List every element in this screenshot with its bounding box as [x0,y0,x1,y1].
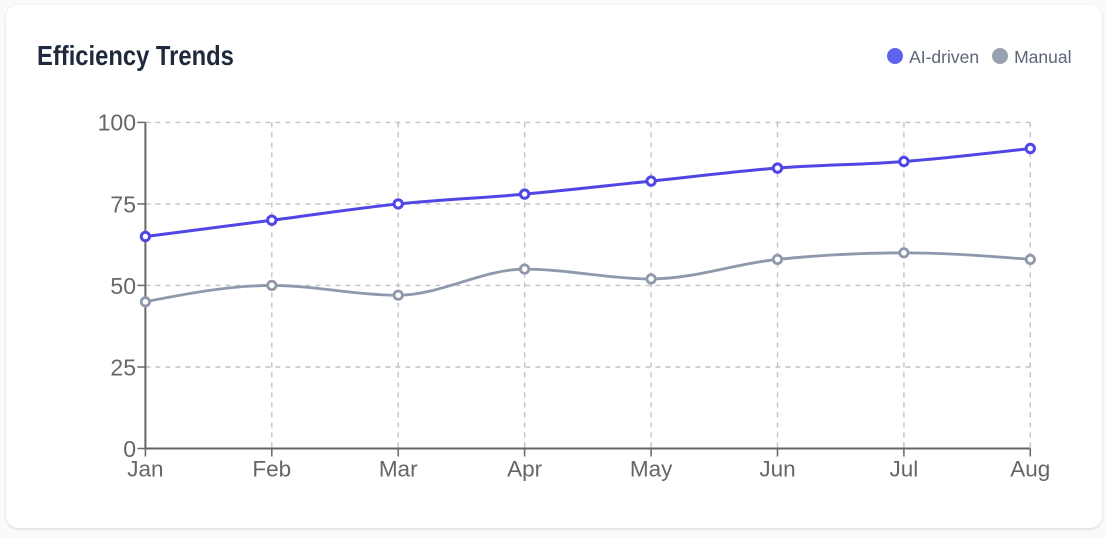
svg-text:75: 75 [110,191,136,217]
svg-text:Feb: Feb [252,457,291,482]
svg-text:25: 25 [110,354,136,380]
svg-text:Apr: Apr [507,457,543,482]
svg-text:May: May [630,457,673,482]
svg-text:Jan: Jan [127,457,163,482]
svg-text:0: 0 [123,436,136,462]
svg-text:Mar: Mar [379,457,418,482]
svg-text:Jun: Jun [759,457,795,482]
svg-text:50: 50 [110,273,136,299]
svg-text:100: 100 [98,110,136,136]
svg-text:Aug: Aug [1010,457,1050,482]
svg-text:Jul: Jul [890,457,919,482]
